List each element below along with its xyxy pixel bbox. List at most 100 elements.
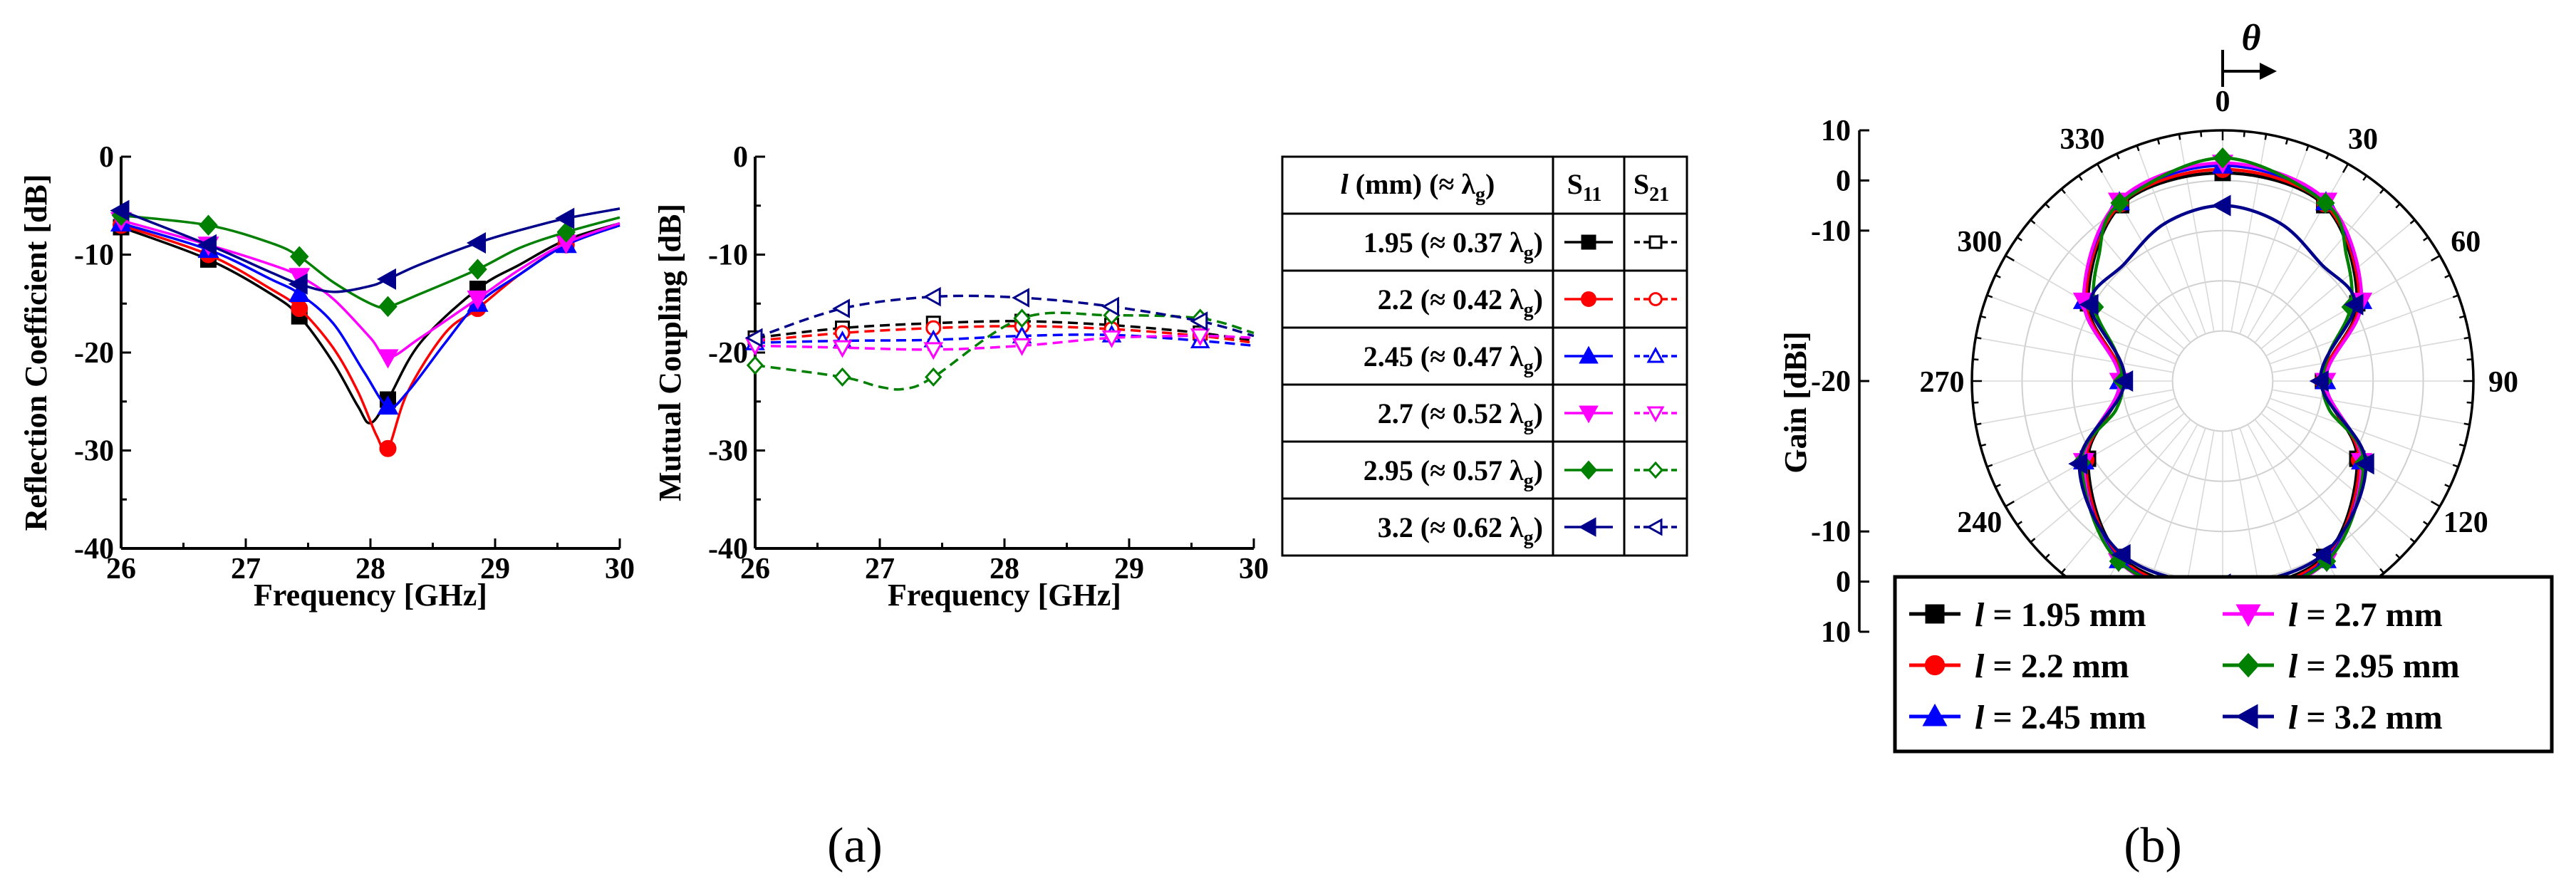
table-row-length: 2.2 (≈ 0.42 λg) — [1378, 283, 1543, 321]
polar-tick — [2136, 145, 2140, 152]
table-row-length: 1.95 (≈ 0.37 λg) — [1364, 226, 1543, 264]
data-point — [923, 342, 944, 360]
series-2.95 — [746, 306, 1255, 391]
polar-spoke — [2097, 163, 2198, 338]
radial-tick-label: 10 — [1821, 115, 1851, 147]
polar-data-point — [2110, 192, 2129, 214]
angle-label: 90 — [2488, 366, 2518, 399]
legend-label: l = 2.2 mm — [1975, 647, 2129, 685]
radial-tick-label: -10 — [1811, 516, 1851, 548]
x-axis-title: Frequency [GHz] — [254, 578, 487, 613]
legend-marker — [2235, 704, 2258, 729]
polar-spoke — [2097, 424, 2198, 599]
polar-data-point — [2111, 543, 2131, 566]
polar-spoke — [2272, 337, 2470, 373]
legend-entry: l = 2.7 mm — [2223, 596, 2443, 634]
polar-tick — [1995, 484, 2001, 488]
polar-data-point — [2213, 147, 2233, 169]
table-row-length: 3.2 (≈ 0.62 λg) — [1378, 511, 1543, 549]
polar-tick — [2423, 521, 2429, 526]
x-tick-label: 29 — [480, 553, 510, 585]
polar-spoke — [2272, 389, 2470, 425]
series-2.45 — [110, 212, 620, 415]
polar-spoke — [2061, 419, 2191, 574]
polar-spoke — [1986, 397, 2176, 468]
radial-tick-label: -10 — [1811, 215, 1851, 248]
x-tick-label: 30 — [605, 553, 635, 585]
polar-tick — [2016, 521, 2022, 526]
data-point — [378, 296, 398, 318]
polar-spoke — [2260, 219, 2416, 350]
table-s11-marker — [1579, 345, 1599, 364]
legend-entry: l = 1.95 mm — [1909, 596, 2146, 634]
legend-marker — [1922, 703, 1948, 726]
legend-marker — [2237, 652, 2260, 678]
polar-tick — [2379, 568, 2385, 574]
y-tick-label: -40 — [74, 533, 114, 566]
y-axis-title: Mutual Coupling [dB] — [653, 204, 687, 501]
polar-spoke — [2030, 412, 2185, 543]
data-point — [376, 268, 396, 290]
polar-spoke — [2260, 412, 2416, 543]
data-point — [556, 222, 576, 243]
y-axis-title: Reflection Coefficient [dB] — [19, 174, 53, 531]
polar-tick — [2379, 188, 2385, 194]
polar-tick — [2096, 163, 2104, 173]
table-row: 1.95 (≈ 0.37 λg) — [1364, 226, 1677, 264]
series-1.95 — [113, 219, 620, 424]
polar-tick — [2409, 538, 2416, 543]
radial-tick-label: 0 — [1836, 165, 1851, 197]
polar-tick — [2409, 219, 2416, 224]
legend-label: l = 2.45 mm — [1975, 699, 2146, 736]
polar-tick — [2452, 294, 2459, 298]
polar-tick — [2116, 153, 2120, 160]
legend-label: l = 1.95 mm — [1975, 596, 2146, 634]
polar-tick — [2395, 553, 2401, 559]
legend-marker — [1924, 655, 1946, 676]
series-2.7 — [745, 328, 1255, 360]
legend-table: l (mm) (≈ λg) S11 S21 1.95 (≈ 0.37 λg) 2.2 (… — [1281, 155, 1688, 557]
polar-tick — [1995, 274, 2001, 278]
polar-data-point — [2079, 293, 2099, 316]
polar-tick — [2431, 254, 2441, 262]
table-frame — [1281, 155, 1688, 557]
x-tick-label: 27 — [865, 553, 895, 585]
reflection-coefficient-chart: 26 27 28 29 30 0 -10 -20 -30 -40 Frequency [GHz] Re… — [19, 141, 635, 613]
polar-tick — [2045, 203, 2050, 209]
legend-label: l = 3.2 mm — [2288, 699, 2443, 736]
polar-tick — [2444, 484, 2451, 488]
polar-spoke — [2247, 424, 2349, 599]
angle-label: 0 — [2216, 85, 2230, 118]
table-row-length: 2.45 (≈ 0.47 λg) — [1364, 340, 1543, 378]
gain-axis-title: Gain [dBi] — [1778, 331, 1813, 473]
table-header-s21: S21 — [1634, 168, 1669, 206]
radial-tick-label: 10 — [1821, 616, 1851, 649]
polar-tick — [2466, 401, 2473, 404]
legend-label: l = 2.7 mm — [2288, 596, 2443, 634]
data-point — [467, 290, 489, 310]
polar-grid-ring — [2171, 330, 2274, 432]
data-point — [1190, 311, 1208, 331]
x-tick-label: 26 — [740, 553, 770, 585]
data-point — [1012, 288, 1029, 308]
table-s11-marker — [1578, 517, 1596, 537]
y-tick-label: -10 — [74, 239, 114, 272]
series-2.2 — [747, 318, 1255, 349]
polar-spoke — [2254, 188, 2384, 343]
data-point — [832, 298, 850, 318]
polar-spoke — [2136, 145, 2206, 335]
angle-label: 30 — [2348, 123, 2378, 156]
polar-tick — [2452, 464, 2459, 468]
radial-tick-label: -20 — [1811, 365, 1851, 398]
polar-spoke — [1975, 389, 2174, 425]
polar-spoke — [2254, 419, 2384, 574]
table-s21-marker — [1646, 406, 1665, 423]
data-point — [379, 439, 397, 457]
polar-tick — [2030, 538, 2036, 543]
data-point — [555, 207, 575, 229]
x-tick-label: 28 — [355, 553, 385, 585]
polar-spoke — [2061, 188, 2191, 343]
y-tick-label: -30 — [74, 435, 114, 468]
polar-tick — [2016, 236, 2022, 241]
